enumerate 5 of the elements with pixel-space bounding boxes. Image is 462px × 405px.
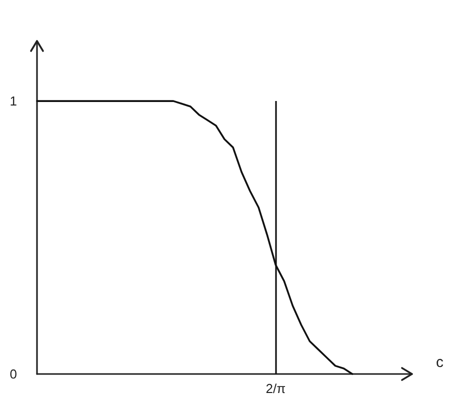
y-tick-label: 0 [10, 366, 17, 382]
x-axis-title: c [436, 354, 444, 371]
line-series [36, 100, 354, 375]
y-tick-label: 1 [10, 94, 17, 109]
x-tick-label: 2/π [266, 381, 286, 396]
